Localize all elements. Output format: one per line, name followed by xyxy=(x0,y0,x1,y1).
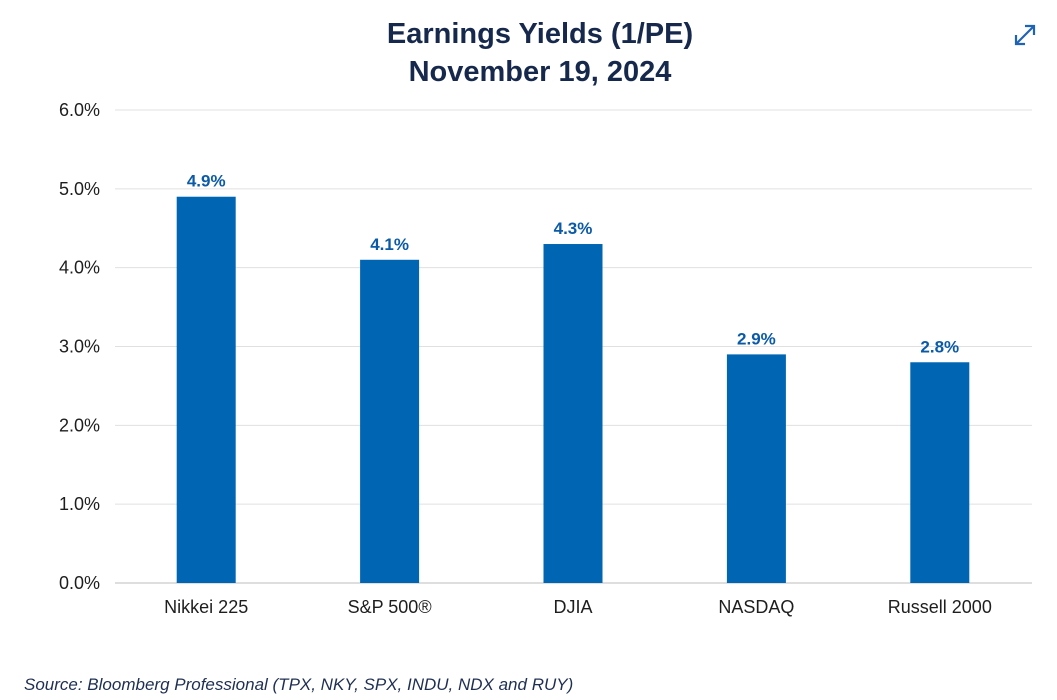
bar xyxy=(726,354,786,583)
data-label: 4.9% xyxy=(187,172,226,191)
bar xyxy=(910,362,970,583)
y-tick-label: 0.0% xyxy=(59,573,100,593)
x-tick-label: DJIA xyxy=(553,597,592,617)
data-labels: 4.9% 4.1% 4.3% 2.9% 2.8% xyxy=(187,172,959,357)
y-tick-label: 6.0% xyxy=(59,100,100,120)
x-tick-label: Nikkei 225 xyxy=(164,597,248,617)
y-tick-label: 2.0% xyxy=(59,415,100,435)
bar xyxy=(176,196,236,583)
chart-subtitle: November 19, 2024 xyxy=(408,56,672,88)
x-tick-label: NASDAQ xyxy=(718,597,794,617)
x-tick-label: Russell 2000 xyxy=(888,597,992,617)
x-tick-label: S&P 500® xyxy=(348,597,432,617)
y-tick-label: 1.0% xyxy=(59,494,100,514)
bars xyxy=(176,196,970,583)
bar xyxy=(360,259,420,583)
x-axis-ticks: Nikkei 225 S&P 500® DJIA NASDAQ Russell 2000 xyxy=(164,597,992,617)
bar-chart: 0.0% 1.0% 2.0% 3.0% 4.0% 5.0% 6.0% 4.9% 4.1% 4.3… xyxy=(59,100,1032,617)
source-note: Source: Bloomberg Professional (TPX, NKY… xyxy=(24,675,574,694)
y-tick-label: 3.0% xyxy=(59,337,100,357)
expand-icon[interactable] xyxy=(1012,22,1038,48)
data-label: 2.8% xyxy=(920,337,959,356)
chart-title: Earnings Yields (1/PE) xyxy=(386,18,694,50)
y-tick-label: 4.0% xyxy=(59,258,100,278)
data-label: 2.9% xyxy=(737,329,776,348)
data-label: 4.3% xyxy=(554,219,593,238)
y-axis-ticks: 0.0% 1.0% 2.0% 3.0% 4.0% 5.0% 6.0% xyxy=(59,100,100,593)
data-label: 4.1% xyxy=(370,235,409,254)
bar xyxy=(543,244,603,583)
y-tick-label: 5.0% xyxy=(59,179,100,199)
